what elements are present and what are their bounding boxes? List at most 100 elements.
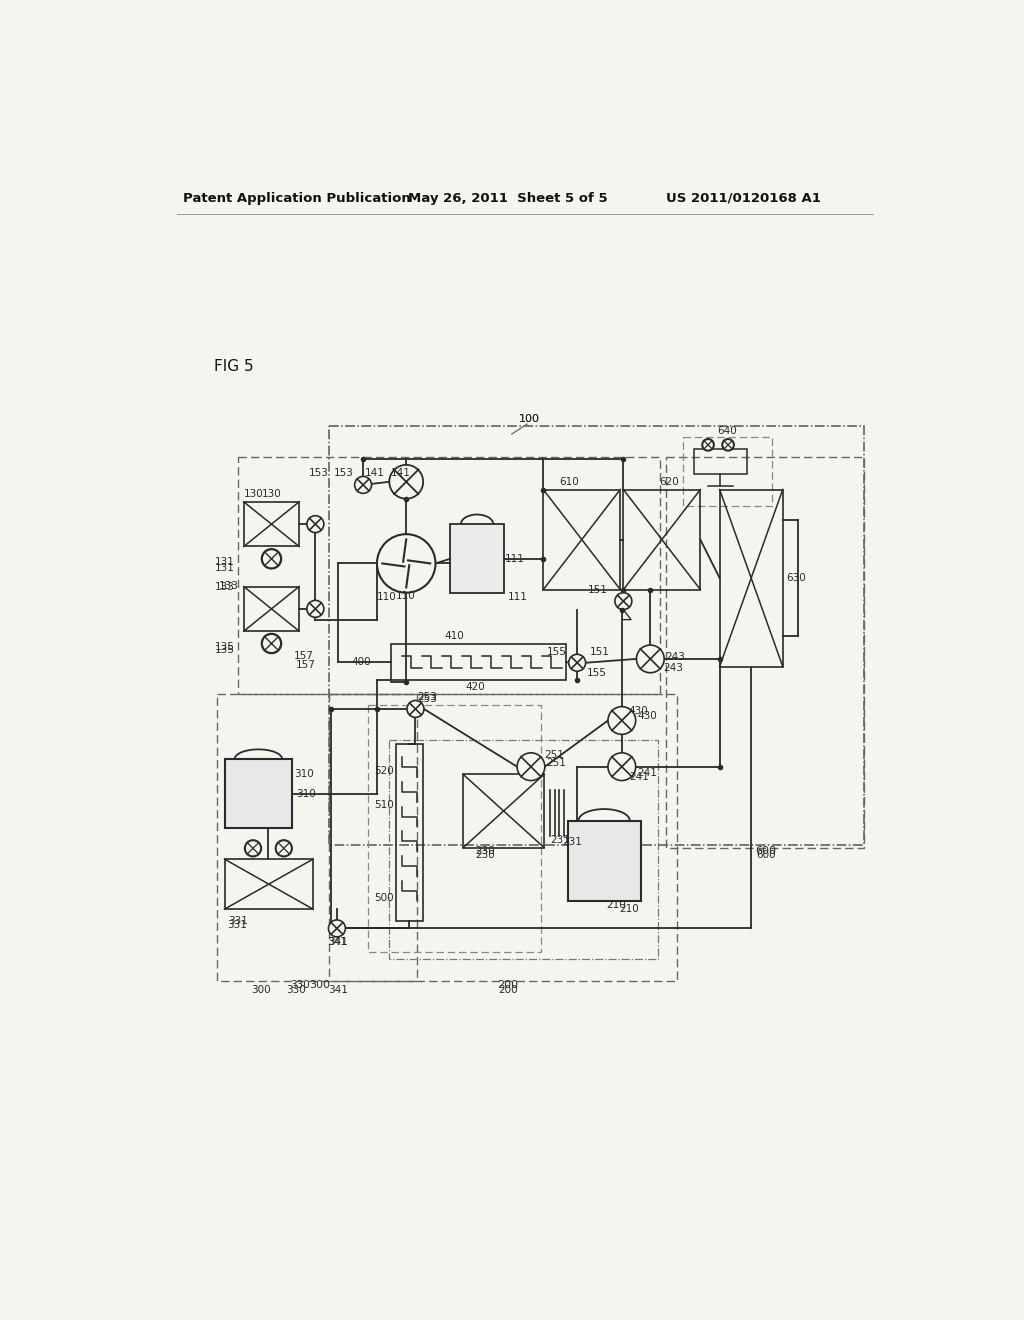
Circle shape xyxy=(307,516,324,533)
Text: 111: 111 xyxy=(508,593,527,602)
Text: 600: 600 xyxy=(756,850,775,861)
Circle shape xyxy=(261,634,282,653)
Bar xyxy=(451,524,504,594)
Text: 600: 600 xyxy=(756,846,776,857)
Text: 610: 610 xyxy=(559,477,580,487)
Bar xyxy=(368,705,541,952)
Text: 200: 200 xyxy=(498,981,518,990)
Text: 243: 243 xyxy=(664,663,683,673)
Bar xyxy=(244,586,299,631)
Text: 141: 141 xyxy=(391,467,411,478)
Text: 131: 131 xyxy=(215,564,236,573)
Circle shape xyxy=(262,635,281,653)
Text: 155: 155 xyxy=(547,647,566,657)
Bar xyxy=(217,693,417,981)
Text: 253: 253 xyxy=(417,694,437,704)
Text: 130: 130 xyxy=(244,490,263,499)
Circle shape xyxy=(407,701,424,718)
Text: 151: 151 xyxy=(588,585,608,595)
Text: 430: 430 xyxy=(629,706,648,717)
Bar xyxy=(694,449,746,474)
Bar xyxy=(683,437,772,507)
Circle shape xyxy=(637,645,665,673)
Bar xyxy=(388,739,658,960)
Bar xyxy=(568,821,641,902)
Text: 210: 210 xyxy=(620,904,639,915)
Bar xyxy=(224,759,292,829)
Circle shape xyxy=(568,655,586,671)
Text: 200: 200 xyxy=(498,985,518,995)
Text: 141: 141 xyxy=(365,467,385,478)
Text: 630: 630 xyxy=(786,573,806,583)
Text: 153: 153 xyxy=(334,467,354,478)
Circle shape xyxy=(389,465,423,499)
Text: 430: 430 xyxy=(637,711,657,721)
Text: Patent Application Publication: Patent Application Publication xyxy=(183,191,411,205)
Text: 341: 341 xyxy=(327,937,347,948)
Text: 330: 330 xyxy=(290,981,310,990)
Bar xyxy=(239,457,660,693)
Text: 231: 231 xyxy=(562,837,582,847)
Circle shape xyxy=(722,438,734,451)
Circle shape xyxy=(608,706,636,734)
Bar xyxy=(720,490,782,667)
Text: 341: 341 xyxy=(329,937,348,948)
Text: 400: 400 xyxy=(351,657,371,667)
Text: 100: 100 xyxy=(519,413,540,424)
Circle shape xyxy=(354,477,372,494)
Text: 151: 151 xyxy=(590,647,609,657)
Text: 251: 251 xyxy=(544,750,564,760)
Text: 510: 510 xyxy=(374,800,394,810)
Text: 157: 157 xyxy=(296,660,316,671)
Circle shape xyxy=(517,752,545,780)
Text: 110: 110 xyxy=(396,591,416,601)
Text: 135: 135 xyxy=(215,642,236,652)
Text: 135: 135 xyxy=(215,644,236,655)
Text: 155: 155 xyxy=(587,668,606,677)
Bar xyxy=(244,502,299,546)
Text: 230: 230 xyxy=(475,850,495,861)
Text: 153: 153 xyxy=(309,467,329,478)
Text: 640: 640 xyxy=(718,426,737,436)
Circle shape xyxy=(307,601,324,618)
Circle shape xyxy=(377,535,435,593)
Text: 520: 520 xyxy=(374,766,394,776)
Text: 133: 133 xyxy=(215,582,236,591)
Bar xyxy=(330,693,677,981)
Circle shape xyxy=(723,440,733,450)
Circle shape xyxy=(329,920,345,937)
Circle shape xyxy=(614,593,632,610)
Text: 231: 231 xyxy=(550,834,570,845)
Text: 310: 310 xyxy=(296,788,315,799)
Bar xyxy=(330,425,864,845)
Circle shape xyxy=(262,549,281,568)
Bar xyxy=(624,490,700,590)
Circle shape xyxy=(701,438,714,451)
Text: 410: 410 xyxy=(444,631,464,640)
Text: 243: 243 xyxy=(666,652,686,663)
Bar xyxy=(544,490,621,590)
Text: 341: 341 xyxy=(329,985,348,995)
Text: 111: 111 xyxy=(505,554,524,564)
Text: 210: 210 xyxy=(606,900,626,911)
Circle shape xyxy=(702,440,714,450)
Text: 253: 253 xyxy=(417,693,437,702)
Text: 420: 420 xyxy=(466,681,485,692)
Text: 130: 130 xyxy=(261,490,282,499)
Bar xyxy=(463,775,544,847)
Text: 300: 300 xyxy=(308,981,330,990)
Text: 331: 331 xyxy=(226,920,247,929)
Text: 251: 251 xyxy=(547,758,566,768)
Text: 157: 157 xyxy=(294,651,313,661)
Text: 300: 300 xyxy=(252,985,271,995)
Circle shape xyxy=(246,841,261,857)
Bar xyxy=(224,859,313,909)
Text: 100: 100 xyxy=(519,413,540,424)
Circle shape xyxy=(275,840,292,857)
Bar xyxy=(666,457,864,847)
Text: 330: 330 xyxy=(287,985,306,995)
Text: US 2011/0120168 A1: US 2011/0120168 A1 xyxy=(666,191,820,205)
Text: 241: 241 xyxy=(637,768,657,777)
Text: 241: 241 xyxy=(629,772,648,781)
Circle shape xyxy=(245,840,261,857)
